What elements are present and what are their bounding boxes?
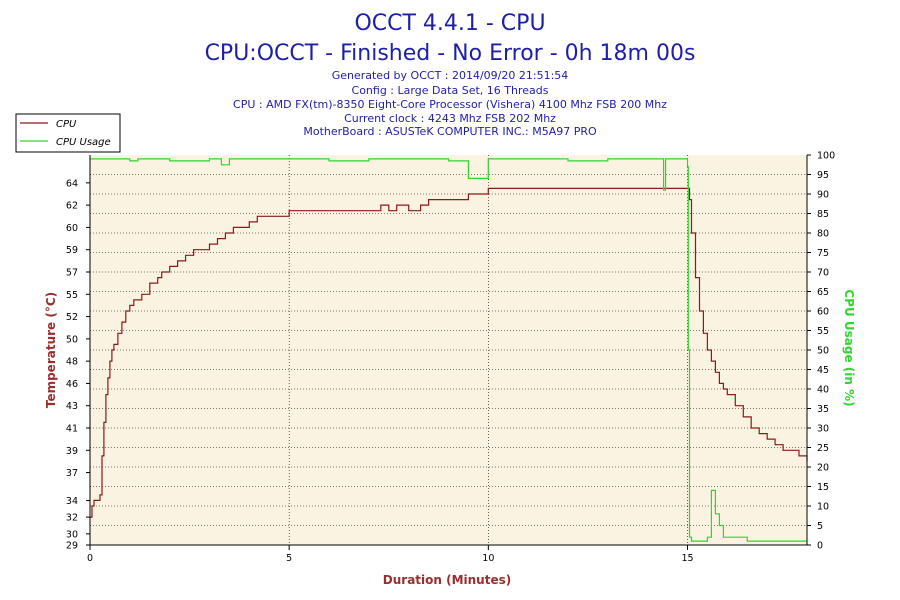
y2-tick-label: 65 — [817, 287, 829, 298]
y2-tick-label: 80 — [817, 229, 829, 240]
y2-tick-label: 10 — [817, 502, 829, 513]
y2-axis-label: CPU Usage (in %) — [842, 289, 856, 406]
y2-tick-label: 25 — [817, 443, 829, 454]
x-tick-label: 0 — [87, 553, 93, 564]
info-motherboard: MotherBoard : ASUSTeK COMPUTER INC.: M5A… — [303, 125, 597, 138]
y-tick-label: 59 — [66, 245, 78, 256]
y-tick-label: 29 — [66, 541, 78, 552]
y2-tick-label: 55 — [817, 326, 829, 337]
y2-tick-label: 90 — [817, 190, 829, 201]
y2-tick-label: 85 — [817, 209, 829, 220]
y-tick-label: 57 — [66, 268, 78, 279]
y2-tick-label: 50 — [817, 346, 829, 357]
info-cpu: CPU : AMD FX(tm)-8350 Eight-Core Process… — [233, 98, 667, 111]
y2-tick-label: 100 — [817, 151, 835, 162]
y-tick-label: 32 — [66, 513, 78, 524]
x-axis-label: Duration (Minutes) — [383, 573, 511, 587]
y-tick-label: 60 — [66, 223, 78, 234]
y-tick-label: 41 — [66, 424, 78, 435]
y-axis-label: Temperature (°C) — [44, 292, 58, 408]
x-tick-label: 15 — [681, 553, 693, 564]
y2-axis-ticks: 0 5 10 15 20 25 30 35 40 45 50 55 60 65 70 75 80 85 90 95 10… — [807, 151, 835, 552]
y2-tick-label: 45 — [817, 365, 829, 376]
y2-tick-label: 70 — [817, 268, 829, 279]
y-tick-label: 48 — [66, 357, 78, 368]
info-config: Config : Large Data Set, 16 Threads — [352, 84, 549, 97]
y2-tick-label: 30 — [817, 424, 829, 435]
chart-title: OCCT 4.4.1 - CPU — [354, 11, 545, 36]
y-tick-label: 34 — [66, 496, 78, 507]
legend-label-cpu: CPU — [56, 119, 77, 130]
y-tick-label: 43 — [66, 401, 78, 412]
y2-tick-label: 0 — [817, 541, 823, 552]
y2-tick-label: 95 — [817, 170, 829, 181]
y2-tick-label: 20 — [817, 463, 829, 474]
y-tick-label: 37 — [66, 468, 78, 479]
legend-box — [15, 113, 121, 153]
y-tick-label: 64 — [66, 178, 78, 189]
y-tick-label: 39 — [66, 446, 78, 457]
y-tick-label: 62 — [66, 201, 78, 212]
x-tick-label: 10 — [482, 553, 494, 564]
y-tick-label: 50 — [66, 334, 78, 345]
y2-tick-label: 15 — [817, 482, 829, 493]
y-tick-label: 55 — [66, 290, 78, 301]
legend: CPU CPU Usage — [15, 113, 121, 153]
grid-lines — [90, 155, 807, 545]
x-tick-label: 5 — [286, 553, 292, 564]
chart-subtitle: CPU:OCCT - Finished - No Error - 0h 18m … — [205, 41, 696, 66]
y2-tick-label: 35 — [817, 404, 829, 415]
y-tick-label: 46 — [66, 379, 78, 390]
y-tick-label: 52 — [66, 312, 78, 323]
info-generated: Generated by OCCT : 2014/09/20 21:51:54 — [332, 69, 569, 82]
series-layer — [90, 158, 808, 542]
x-axis-ticks: 0 5 10 15 — [87, 545, 694, 564]
series-line-cpu-usage — [90, 158, 807, 542]
legend-label-cpu-usage: CPU Usage — [56, 137, 111, 148]
y2-tick-label: 40 — [817, 385, 829, 396]
info-current-clock: Current clock : 4243 Mhz FSB 202 Mhz — [344, 112, 556, 125]
y2-tick-label: 75 — [817, 248, 829, 259]
y2-tick-label: 60 — [817, 307, 829, 318]
y2-tick-label: 5 — [817, 521, 823, 532]
series-line-cpu — [90, 187, 808, 518]
y-tick-label: 30 — [66, 529, 78, 540]
